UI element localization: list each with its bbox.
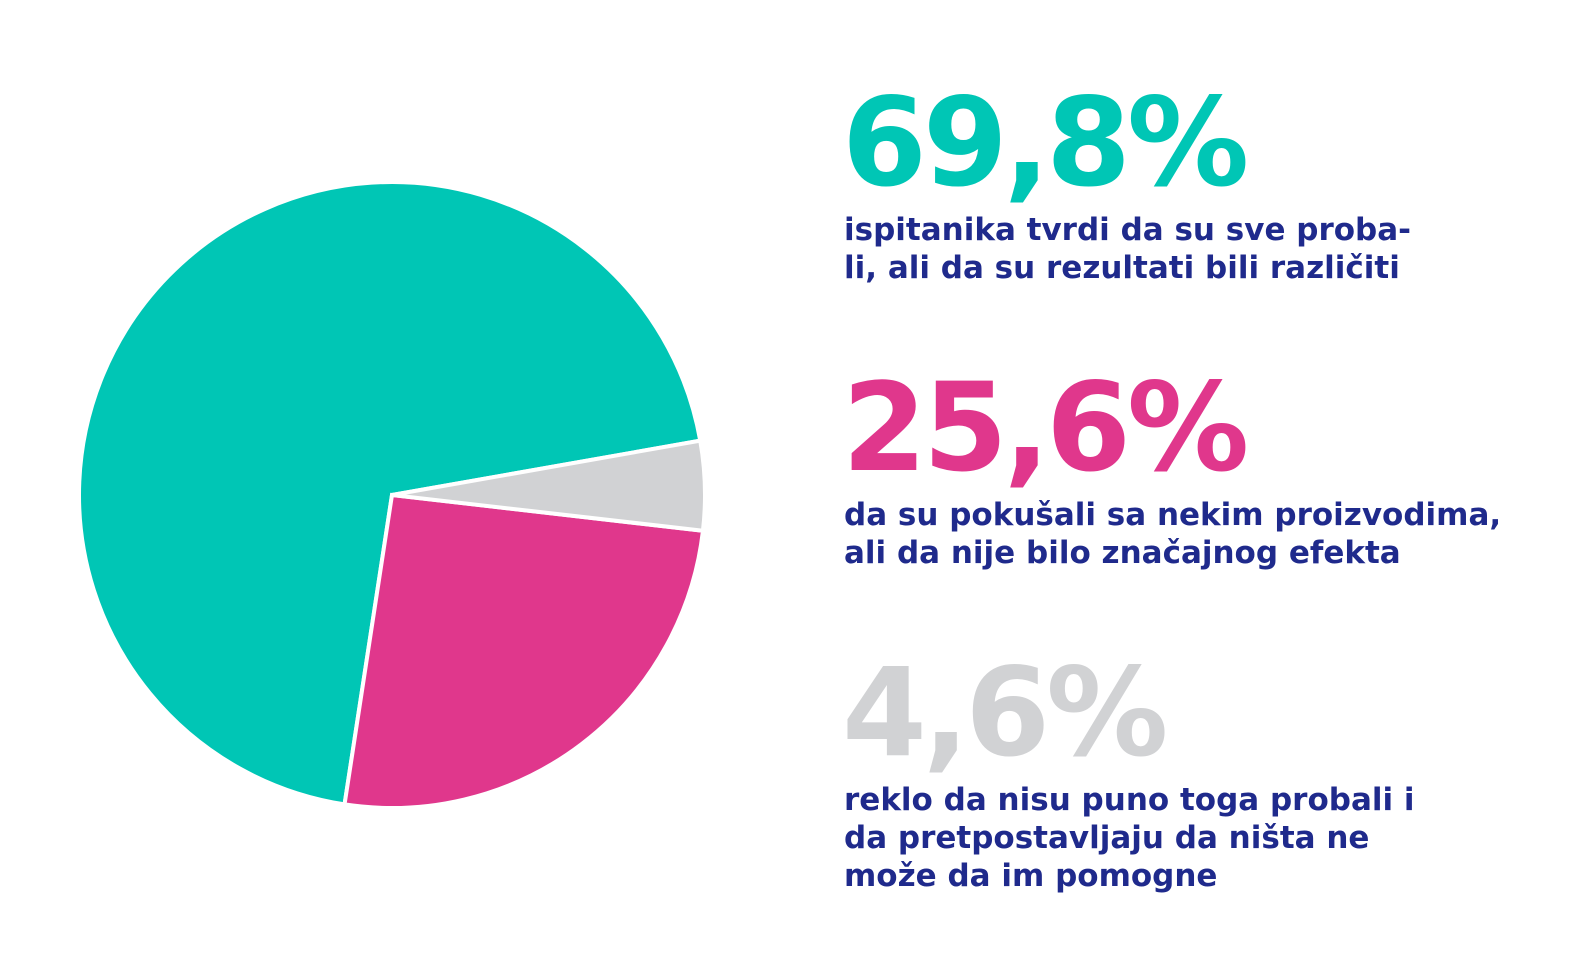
- value-label: 25,6%: [842, 357, 1246, 499]
- description-line: može da im pomogne: [844, 858, 1217, 894]
- description-line: li, ali da su rezultati bili različiti: [844, 250, 1400, 286]
- description-line: ispitanika tvrdi da su sve proba-: [844, 212, 1411, 248]
- value-label: 69,8%: [842, 72, 1246, 214]
- description-line: reklo da nisu puno toga probali i: [844, 782, 1415, 818]
- description-line: ali da nije bilo značajnog efekta: [844, 535, 1401, 571]
- description-line: da pretpostavljaju da ništa ne: [844, 820, 1369, 856]
- description-line: da su pokušali sa nekim proizvodima,: [844, 497, 1501, 533]
- pie-slice: [342, 492, 706, 810]
- pie-slice: [77, 180, 703, 807]
- pie-slice: [391, 438, 707, 533]
- value-label: 4,6%: [842, 642, 1165, 784]
